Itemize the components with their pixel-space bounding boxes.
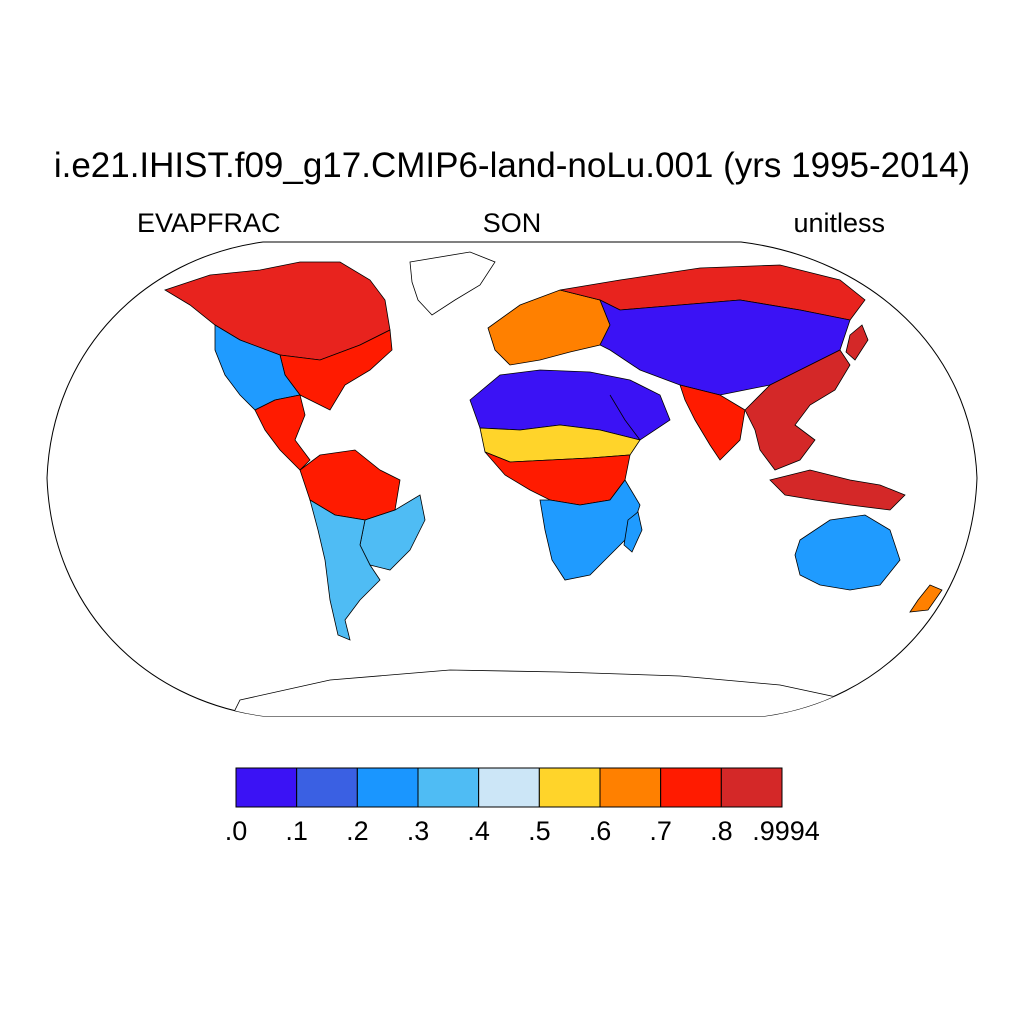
colorbar-tick-label: .7 [649,816,672,846]
region-japan [845,324,869,361]
colorbar-tick-label: .9994 [752,816,820,846]
region-madagascar [623,511,643,553]
region-new-zealand [909,584,943,613]
red-sea-coastline [609,394,641,441]
colorbar-tick-label: .0 [224,816,248,846]
region-central-america [254,394,311,471]
plot-title: i.e21.IHIST.f09_g17.CMIP6-land-noLu.001 … [53,146,971,185]
greenland-outline [409,251,496,316]
colorbar-tick-label: .1 [285,816,308,846]
variable-label: EVAPFRAC [137,208,281,238]
colorbar-tick-label: .4 [467,816,490,846]
season-label: SON [482,208,542,238]
antarctica-outline [229,669,861,716]
region-australia [794,514,901,591]
region-indonesia [769,469,906,511]
colorbar-tick-label: .2 [346,816,369,846]
region-southeast-asia [744,349,851,471]
region-india [679,384,746,461]
colorbar-tick-label: .5 [528,816,551,846]
colorbar-tick-label: .6 [588,816,612,846]
units-label: unitless [793,208,885,238]
region-south-america-south [309,499,381,641]
colorbar-tick-label: .3 [406,816,430,846]
colorbar-tick-label: .8 [710,816,733,846]
